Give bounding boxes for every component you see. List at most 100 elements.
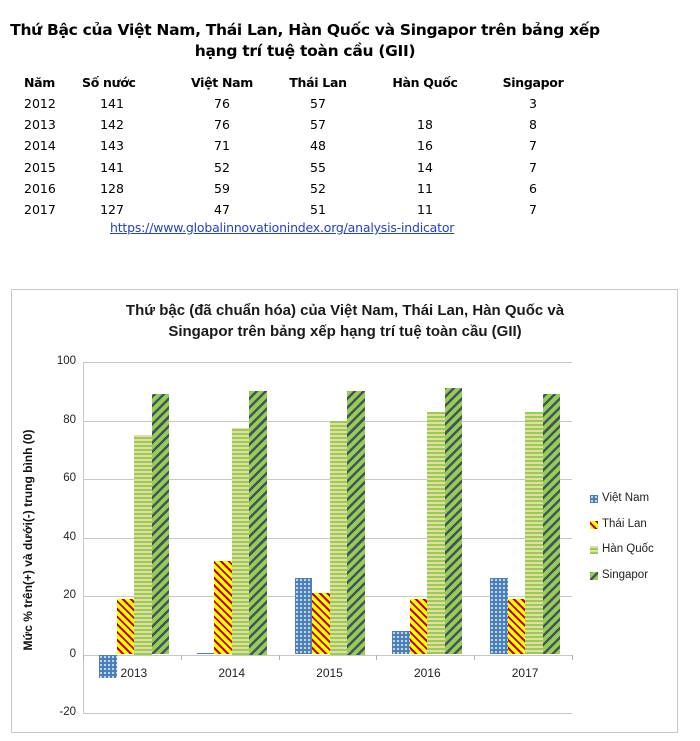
- table-cell: 7: [529, 138, 537, 154]
- y-tick-label: 60: [63, 472, 76, 484]
- table-cell: 2012: [24, 96, 56, 111]
- bar-hq-2017: [525, 411, 543, 655]
- x-tick: [83, 655, 84, 660]
- document-title-line1: Thứ Bậc của Việt Nam, Thái Lan, Hàn Quốc…: [10, 21, 600, 39]
- chart-title: Thứ bậc (đã chuẩn hóa) của Việt Nam, Thá…: [0, 300, 690, 342]
- table-cell: 2016: [24, 180, 56, 196]
- x-tick-label: 2016: [413, 666, 441, 680]
- bar-hq-2016: [427, 411, 445, 655]
- gridline: [83, 479, 572, 480]
- x-tick-label: 2015: [316, 666, 343, 680]
- legend-swatch-icon: [590, 495, 598, 503]
- y-tick-label: 40: [63, 531, 76, 543]
- table-cell: 2014: [24, 138, 56, 154]
- bar-sg-2016: [444, 388, 463, 655]
- table-cell: 55: [310, 159, 326, 175]
- gridline: [83, 538, 572, 539]
- bar-vn-2014: [196, 653, 215, 655]
- table-cell: 11: [417, 180, 433, 196]
- bar-tl-2014: [214, 560, 232, 655]
- y-tick-label: 0: [69, 648, 76, 660]
- y-tick-label: 20: [63, 589, 76, 601]
- table-cell: 142: [100, 117, 124, 133]
- table-header: Singapor: [502, 75, 564, 90]
- table-cell: 52: [214, 159, 230, 175]
- table-cell: 76: [214, 117, 230, 133]
- x-tick-label: 2013: [120, 666, 148, 680]
- table-cell: 51: [310, 202, 326, 217]
- table-cell: 6: [529, 180, 537, 196]
- table-cell: 14: [417, 159, 433, 175]
- legend-label: Singapor: [602, 568, 649, 581]
- table-cell: 127: [100, 202, 124, 217]
- x-tick: [376, 655, 378, 660]
- source-link[interactable]: https://www.globalinnovationindex.org/an…: [110, 220, 455, 235]
- table-cell: 2013: [24, 117, 56, 133]
- y-tick-label: 80: [63, 414, 76, 426]
- gridline: [83, 655, 572, 656]
- table-cell: 8: [529, 117, 537, 133]
- table-cell: 59: [214, 180, 230, 196]
- bar-tl-2015: [312, 593, 330, 655]
- x-tick: [572, 655, 573, 660]
- table-header: Năm: [24, 75, 56, 90]
- x-tick-label: 2017: [511, 666, 539, 680]
- y-axis-line: [83, 362, 84, 713]
- bar-sg-2013: [151, 394, 169, 655]
- legend-label: Thái Lan: [602, 517, 647, 530]
- table-cell: 7: [529, 159, 537, 175]
- bar-vn-2015: [294, 578, 313, 655]
- table-header: Hàn Quốc: [392, 75, 458, 90]
- bar-sg-2017: [542, 394, 561, 655]
- chart-title-line2: Singapor trên bảng xếp hạng trí tuệ toàn…: [168, 323, 522, 340]
- bar-hq-2013: [134, 435, 152, 655]
- y-axis-label: Mức % trên(+) và dưới(-) trung bình (0): [21, 429, 35, 651]
- table-cell: 18: [417, 117, 433, 133]
- table-cell: 48: [310, 138, 326, 154]
- bar-tl-2013: [116, 598, 134, 655]
- table-cell: 3: [529, 96, 537, 111]
- table-cell: 141: [100, 159, 124, 175]
- bar-vn-2016: [392, 631, 410, 655]
- table-cell: 2015: [24, 159, 56, 175]
- table-cell: 2017: [24, 202, 56, 217]
- x-tick-label: 2014: [218, 666, 246, 680]
- x-tick: [474, 655, 476, 660]
- x-tick: [180, 655, 182, 660]
- bar-tl-2016: [409, 598, 428, 655]
- table-cell: 71: [214, 138, 230, 154]
- chart-title-line1: Thứ bậc (đã chuẩn hóa) của Việt Nam, Thá…: [125, 302, 565, 319]
- bar-hq-2014: [231, 427, 250, 655]
- table-cell: 52: [310, 180, 326, 196]
- table-cell: 143: [100, 138, 124, 154]
- document-title-line2: hạng trí tuệ toàn cầu (GII): [194, 42, 416, 60]
- table-cell: 57: [310, 117, 326, 133]
- y-tick-label: -20: [59, 706, 76, 718]
- table-cell: 57: [310, 96, 326, 111]
- table-header: Thái Lan: [289, 75, 347, 90]
- legend-label: Hàn Quốc: [602, 543, 654, 555]
- table-cell: 16: [417, 138, 433, 154]
- legend-swatch-icon: [590, 571, 598, 580]
- legend-swatch-icon: [590, 546, 598, 554]
- legend-label: Việt Nam: [602, 492, 650, 504]
- table-cell: 47: [214, 202, 230, 217]
- table-header: Số nước: [82, 75, 136, 90]
- table-cell: 128: [100, 180, 124, 196]
- bar-vn-2013: [99, 654, 117, 678]
- table-header: Việt Nam: [190, 75, 254, 90]
- x-tick: [278, 655, 280, 660]
- bar-sg-2015: [347, 391, 365, 655]
- table-cell: 76: [214, 96, 230, 111]
- bar-sg-2014: [249, 391, 267, 655]
- gridline: [83, 713, 572, 714]
- bar-vn-2017: [490, 578, 508, 655]
- document-title: Thứ Bậc của Việt Nam, Thái Lan, Hàn Quốc…: [0, 20, 610, 62]
- gridline: [83, 362, 572, 363]
- y-tick-label: 100: [56, 355, 76, 367]
- bar-tl-2017: [507, 598, 526, 655]
- bar-hq-2015: [329, 420, 348, 655]
- table-cell: 11: [417, 202, 433, 217]
- legend-swatch-icon: [590, 520, 598, 529]
- table-cell: 141: [100, 96, 124, 111]
